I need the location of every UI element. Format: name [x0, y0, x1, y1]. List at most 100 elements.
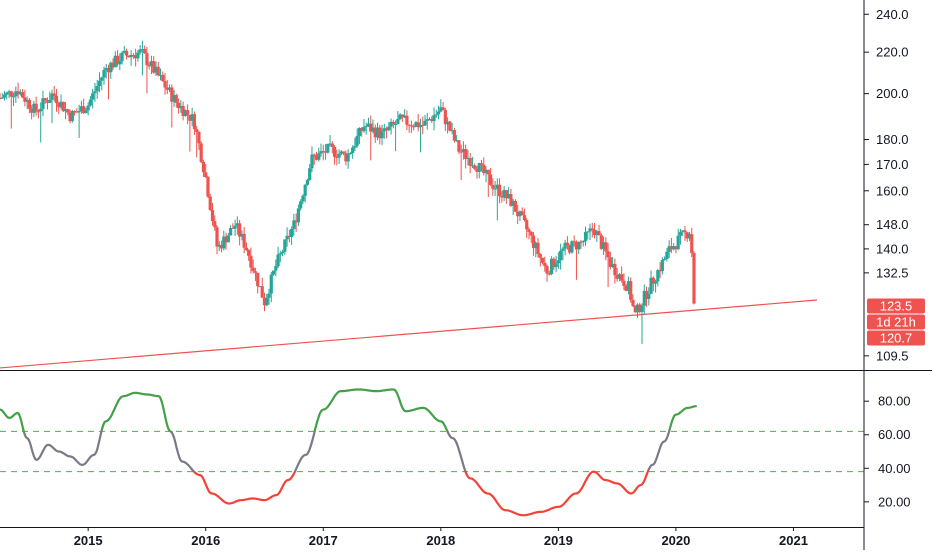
- oscillator-segment-above-upper: [313, 388, 449, 434]
- candle-up: [507, 187, 511, 199]
- candle-up: [561, 246, 565, 261]
- candle-body: [138, 49, 142, 53]
- candle-body: [285, 235, 289, 240]
- candle-body: [403, 115, 407, 118]
- candle-body: [339, 151, 343, 154]
- candle-body: [86, 105, 90, 111]
- candle-body: [213, 221, 217, 228]
- candle-up: [667, 240, 671, 258]
- candle-body: [629, 281, 633, 300]
- candle-up: [276, 246, 280, 269]
- candle-body: [443, 109, 447, 125]
- candle-up: [653, 279, 658, 293]
- candle-up: [226, 232, 230, 243]
- candle-up: [477, 162, 481, 179]
- candle-down: [201, 159, 206, 178]
- candle-down: [242, 227, 246, 254]
- candle-up: [122, 45, 126, 54]
- candle-up: [687, 231, 692, 241]
- candle-down: [459, 144, 463, 181]
- candle-up: [2, 91, 7, 101]
- candle-body: [308, 168, 312, 181]
- candle-down: [143, 45, 147, 55]
- candle-body: [278, 253, 282, 255]
- candle-body: [651, 277, 655, 284]
- candle-body: [25, 99, 29, 102]
- candle-body: [667, 246, 671, 252]
- candle-down: [651, 276, 655, 292]
- candle-up: [394, 120, 398, 152]
- candle-body: [378, 127, 382, 139]
- candle-down: [412, 124, 416, 131]
- candle-body: [52, 93, 56, 96]
- candle-down: [452, 128, 456, 143]
- candle-up: [559, 243, 563, 270]
- candle-body: [186, 110, 190, 115]
- candle-up: [97, 72, 102, 93]
- candle-body: [624, 285, 628, 291]
- candle-body: [669, 246, 673, 250]
- candle-body: [68, 112, 72, 122]
- candle-body: [63, 109, 68, 112]
- candle-body: [568, 245, 572, 253]
- candle-body: [170, 87, 174, 102]
- candle-up: [432, 107, 436, 131]
- candle-down: [674, 245, 678, 254]
- candle-body: [599, 235, 603, 249]
- candle-up: [283, 239, 287, 255]
- candle-down: [165, 79, 169, 95]
- candle-body: [635, 304, 640, 313]
- candle-body: [262, 297, 267, 306]
- candle-up: [129, 50, 133, 66]
- candle-body: [382, 128, 386, 132]
- candle-up: [310, 146, 314, 173]
- candle-body: [143, 49, 147, 54]
- candle-body: [70, 111, 74, 122]
- candle-down: [68, 109, 72, 124]
- candle-down: [192, 111, 197, 136]
- candle-body: [201, 161, 206, 173]
- candle-up: [617, 273, 622, 282]
- candle-body: [59, 101, 63, 108]
- candle-body: [371, 127, 375, 132]
- candle-body: [412, 126, 416, 128]
- candle-down: [631, 294, 635, 308]
- support-trendline: [0, 299, 818, 369]
- candle-up: [79, 100, 83, 114]
- candle-body: [579, 241, 583, 243]
- candle-body: [482, 164, 486, 174]
- candle-down: [170, 84, 174, 128]
- candle-up: [635, 303, 640, 318]
- candle-body: [145, 53, 149, 66]
- low-price-badge-bg: [867, 330, 925, 346]
- candle-down: [332, 145, 337, 165]
- candle-body: [538, 254, 542, 258]
- time-tick-label: 2017: [309, 533, 338, 548]
- candle-body: [604, 242, 608, 252]
- candle-body: [470, 165, 475, 167]
- oscillator-segment-between: [170, 431, 197, 474]
- candle-down: [615, 268, 619, 282]
- candle-body: [129, 54, 133, 58]
- candle-down: [599, 233, 603, 251]
- candle-body: [18, 92, 22, 95]
- candle-body: [346, 153, 350, 162]
- oscillator-segment-between: [23, 427, 104, 466]
- candle-down: [54, 89, 59, 112]
- candle-body: [337, 153, 341, 158]
- candle-body: [344, 153, 348, 162]
- candle-up: [436, 105, 441, 120]
- candle-body: [197, 131, 201, 144]
- candle-down: [421, 116, 425, 135]
- candle-up: [167, 84, 172, 93]
- candle-down: [622, 273, 626, 291]
- candle-down: [574, 240, 579, 280]
- candle-body: [581, 241, 585, 243]
- candle-down: [106, 64, 111, 100]
- candle-body: [84, 110, 88, 114]
- candle-up: [586, 231, 590, 240]
- candle-down: [416, 113, 420, 132]
- candle-body: [301, 195, 305, 202]
- candle-up: [269, 271, 273, 303]
